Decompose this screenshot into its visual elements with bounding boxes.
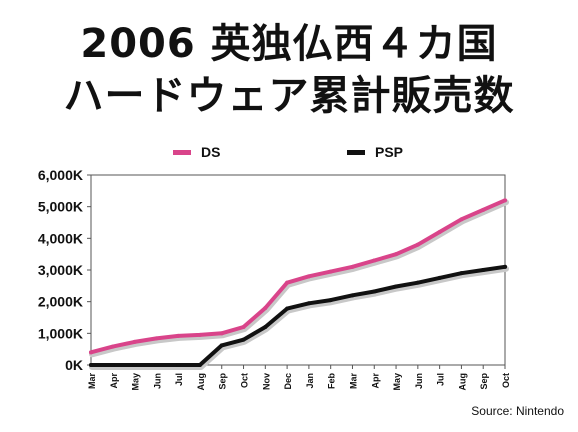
chart-title-line1: 2006 英独仏西４カ国 [80,21,498,67]
data-point-psp [197,363,202,367]
x-tick-label: Feb [327,373,337,390]
data-point-psp [437,275,442,280]
data-point-ds [285,280,290,285]
y-tick-label: 0K [65,357,83,373]
x-tick-label: Aug [196,373,206,391]
x-tick-label: Apr [370,373,380,389]
data-point-psp [350,293,355,298]
x-tick-label: Oct [501,373,511,388]
series-line-psp [89,264,507,367]
data-point-ds [110,344,115,349]
series-line-ds [89,198,507,355]
y-tick-label: 2,000K [38,294,83,310]
data-point-psp [394,284,399,289]
data-point-ds [89,350,93,355]
data-point-ds [306,274,311,279]
x-tick-label: May [131,373,141,391]
data-point-psp [459,271,464,276]
data-point-psp [306,301,311,306]
legend-item-psp: PSP [347,144,403,160]
data-point-psp [328,298,333,303]
data-point-ds [197,332,202,337]
x-tick-label: Apr [109,373,119,389]
x-tick-label: Dec [283,373,293,390]
chart-title: 2006 英独仏西４カ国 ハードウェア累計販売数 [0,18,578,122]
data-point-psp [132,363,137,367]
data-point-ds [328,269,333,274]
data-point-psp [154,363,159,367]
y-tick-label: 4,000K [38,230,83,246]
chart-title-line2: ハードウェア累計販売数 [63,73,515,119]
data-point-ds [459,217,464,222]
x-tick-label: Jan [305,373,315,389]
x-tick-label: Mar [87,373,97,390]
series-shadow-ds [89,199,509,358]
data-point-psp [372,289,377,294]
plot-area [90,174,506,366]
data-point-psp [176,363,181,367]
data-point-psp [481,268,486,272]
x-tick-label: Jun [152,373,162,389]
x-tick-label: Mar [348,373,358,390]
x-tick-label: Sep [479,373,489,390]
x-tick-label: Aug [457,373,467,391]
legend-swatch-psp [347,149,365,155]
data-point-ds [350,264,355,269]
y-tick-label: 6,000K [38,167,83,183]
data-point-psp [110,363,115,367]
x-tick-label: Jul [436,373,446,386]
legend-item-ds: DS [173,144,220,160]
data-point-ds [503,198,507,203]
x-tick-label: Jul [174,373,184,386]
data-point-ds [241,325,246,329]
data-point-psp [285,306,290,311]
data-point-ds [176,333,181,338]
data-point-ds [372,258,377,263]
data-point-ds [394,252,399,257]
data-point-ds [415,242,420,247]
data-point-psp [263,325,268,329]
x-tick-label: Nov [261,373,271,390]
data-point-psp [89,363,93,367]
data-point-ds [481,207,486,212]
data-point-ds [132,339,137,344]
x-tick-label: Sep [218,373,228,390]
y-tick-label: 1,000K [38,325,83,341]
x-tick-label: Jun [414,373,424,389]
data-point-ds [154,336,159,341]
data-point-psp [219,343,224,348]
x-tick-label: May [392,373,402,391]
data-point-ds [437,230,442,234]
legend-label-ds: DS [201,144,221,160]
legend-label-psp: PSP [375,144,404,160]
data-point-ds [219,331,224,336]
source-note: Source: Nintendo [471,404,564,418]
data-point-ds [263,306,268,310]
legend-swatch-ds [173,149,191,155]
x-tick-label: Oct [240,373,250,388]
y-tick-label: 3,000K [38,262,83,278]
data-point-psp [241,337,246,342]
data-point-psp [503,264,507,269]
data-point-psp [415,280,420,285]
y-tick-label: 5,000K [38,199,83,215]
